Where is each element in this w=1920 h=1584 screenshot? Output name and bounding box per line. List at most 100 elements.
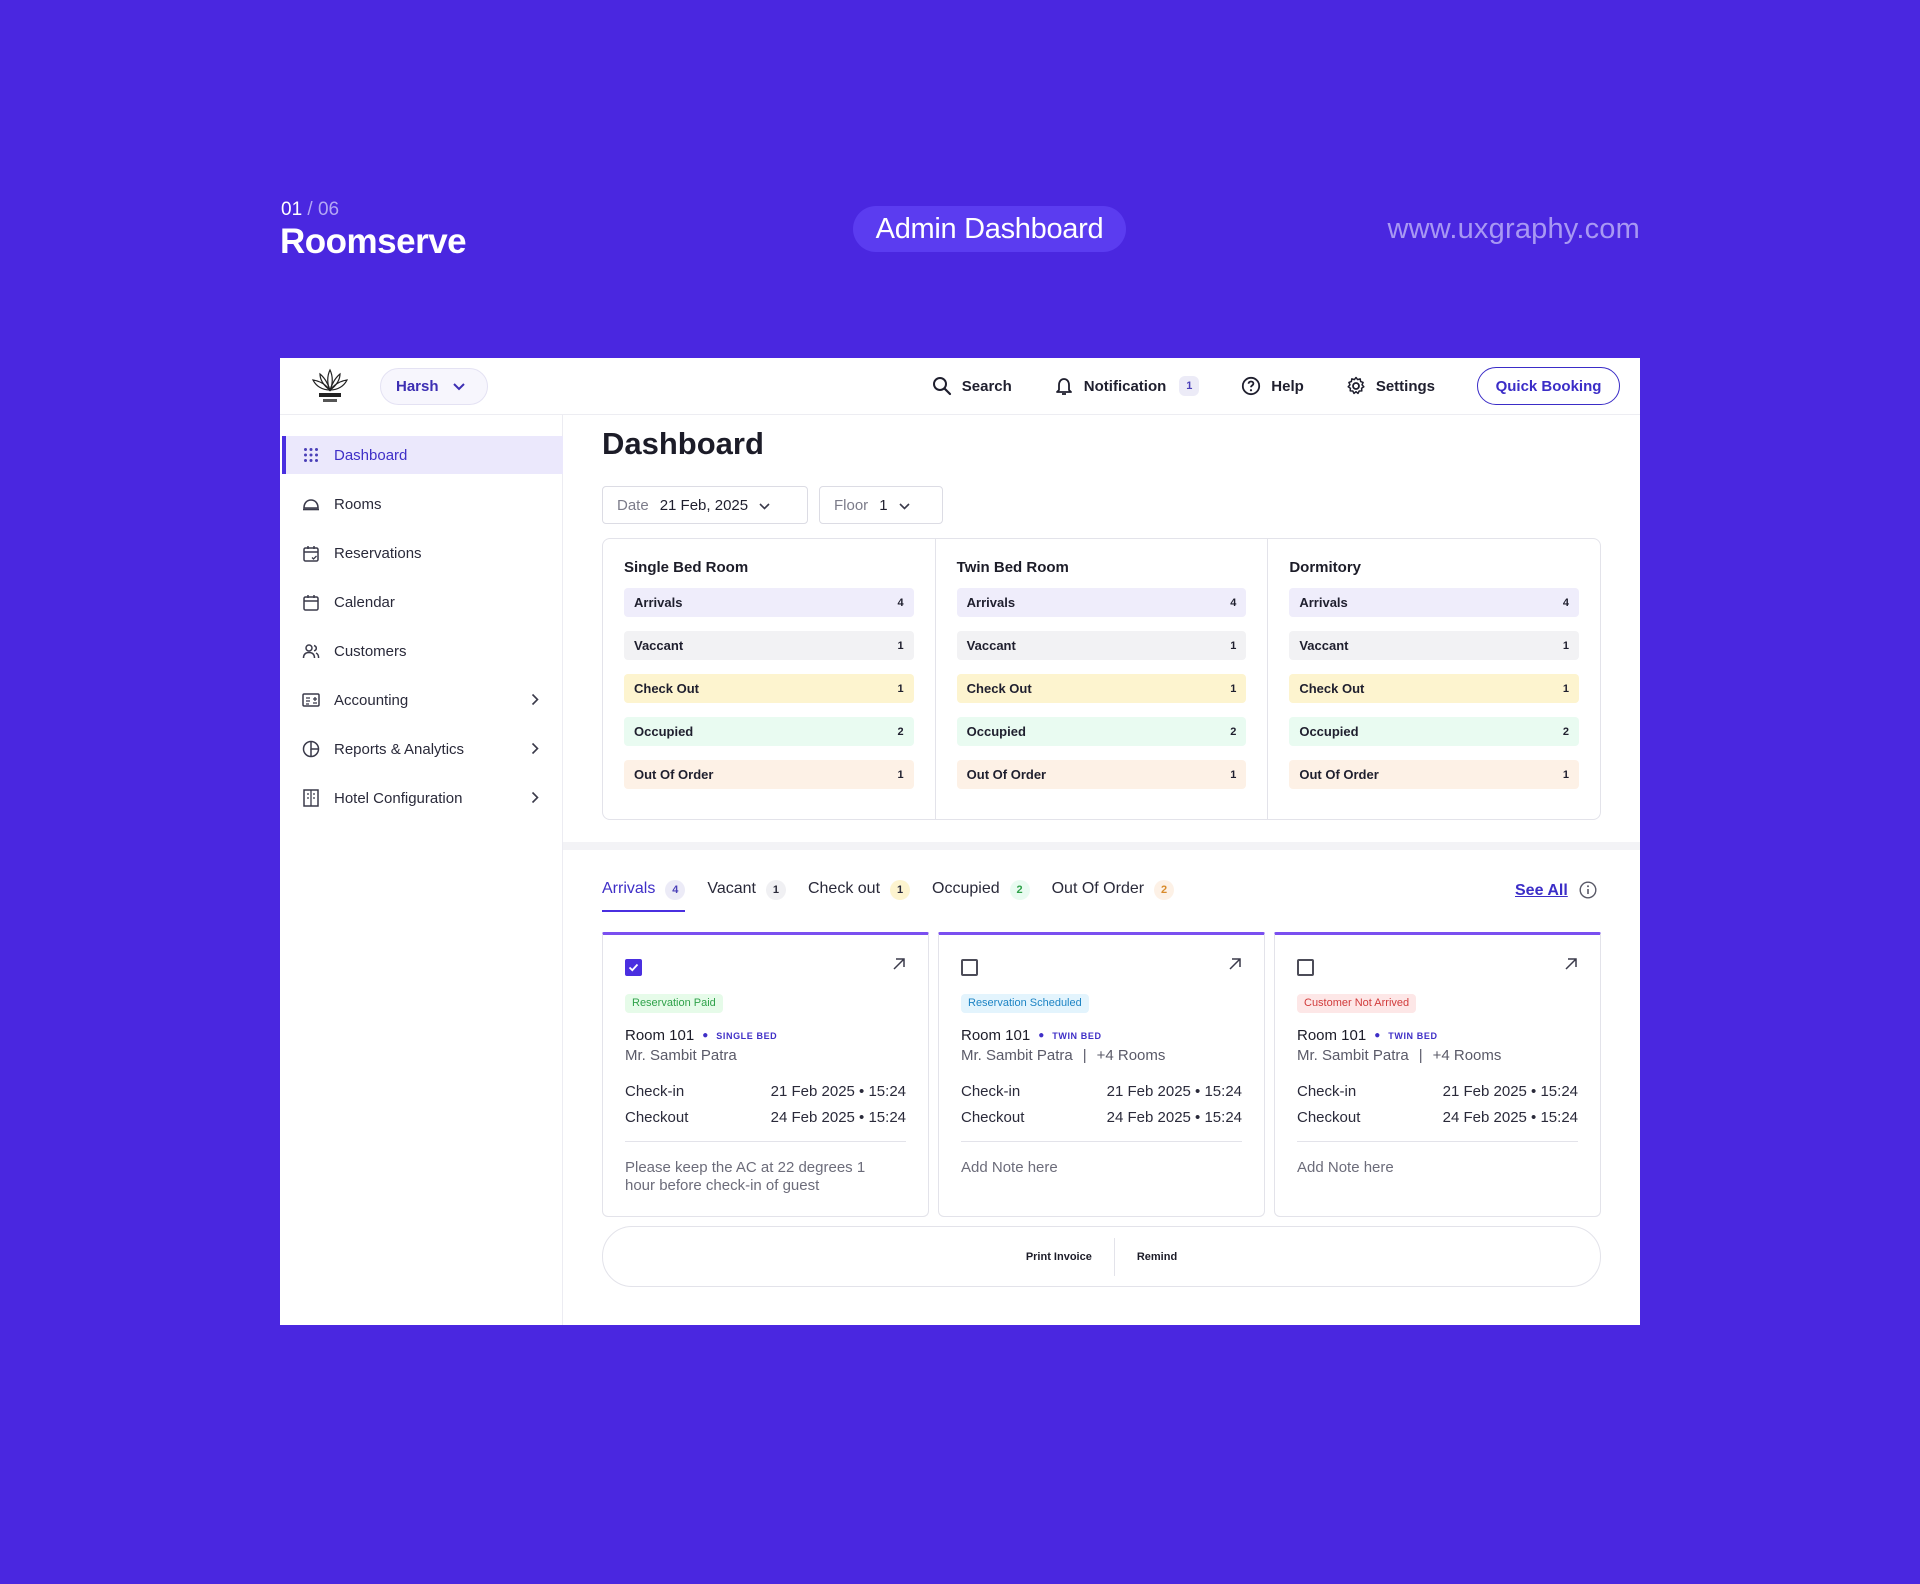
extra-rooms[interactable]: +4 Rooms [1432,1047,1502,1064]
remind-button[interactable]: Remind [1136,1250,1178,1263]
tab-count-badge: 1 [890,880,911,900]
arrow-up-right-icon[interactable] [1564,957,1578,976]
sidebar-item-hotel-configuration[interactable]: Hotel Configuration [282,779,563,817]
checkin-row: Check-in 21 Feb 2025 • 15:24 [961,1083,1242,1100]
status-badge: Reservation Scheduled [961,994,1089,1013]
search-icon [932,376,952,396]
stat-arrivals[interactable]: Arrivals 4 [624,588,914,617]
stat-vacant[interactable]: Vaccant 1 [1289,631,1580,660]
ledger-icon [302,691,320,709]
tab-arrivals[interactable]: Arrivals 4 [602,880,686,912]
building-icon [302,789,320,807]
slide-counter: 01 / 06 [281,199,339,221]
help-button[interactable]: Help [1241,376,1304,396]
stat-occupied[interactable]: Occupied 2 [956,717,1247,746]
checkin-value: 21 Feb 2025 • 15:24 [770,1083,906,1100]
date-filter-value: 21 Feb, 2025 [659,496,749,514]
card-divider [625,1141,906,1142]
card-checkbox[interactable] [625,959,642,976]
bed-type: TWIN BED [1388,1030,1438,1041]
room-number: Room 101 [961,1027,1031,1044]
stat-vacant[interactable]: Vaccant 1 [624,631,914,660]
info-icon[interactable] [1579,881,1597,904]
sidebar: Dashboard Rooms Reservations Calendar Cu… [280,415,563,1325]
stat-count: 1 [897,682,904,695]
stat-count: 2 [1230,725,1237,738]
card-note[interactable]: Add Note here [1297,1159,1394,1176]
sidebar-item-reservations[interactable]: Reservations [282,534,563,572]
room-number: Room 101 [1297,1027,1367,1044]
user-dropdown[interactable]: Harsh [380,368,488,405]
card-note[interactable]: Please keep the AC at 22 degrees 1 hour … [625,1159,866,1194]
stat-count: 2 [1562,725,1570,738]
stat-occupied[interactable]: Occupied 2 [1289,717,1580,746]
floor-filter-label: Floor [834,496,869,514]
checkout-row: Checkout 24 Feb 2025 • 15:24 [625,1109,906,1126]
sidebar-item-customers[interactable]: Customers [282,632,563,670]
card-divider [1297,1141,1578,1142]
bed-type: TWIN BED [1052,1030,1102,1041]
stat-arrivals[interactable]: Arrivals 4 [956,588,1247,617]
sidebar-item-dashboard[interactable]: Dashboard [282,436,563,474]
stat-count: 4 [897,596,904,609]
checkout-value: 24 Feb 2025 • 15:24 [1442,1109,1578,1126]
hotel-logo-icon[interactable] [310,366,350,408]
search-button[interactable]: Search [932,376,1012,396]
stat-out-of-order[interactable]: Out Of Order 1 [624,760,914,789]
separator: | [1082,1047,1087,1064]
action-divider [1113,1237,1115,1276]
stat-checkout[interactable]: Check Out 1 [1289,674,1580,703]
arrow-up-right-icon[interactable] [1228,957,1242,976]
tab-occupied[interactable]: Occupied 2 [932,880,1030,912]
card-checkbox[interactable] [961,959,978,976]
card-divider [961,1141,1242,1142]
checkout-value: 24 Feb 2025 • 15:24 [770,1109,906,1126]
sidebar-item-rooms[interactable]: Rooms [282,485,563,523]
checkin-label: Check-in [625,1083,685,1100]
room-type-dormitory: Dormitory Arrivals 4 Vaccant 1 Check Out 1 … [1268,539,1600,819]
stat-checkout[interactable]: Check Out 1 [956,674,1247,703]
bed-type: SINGLE BED [716,1030,778,1041]
stat-out-of-order[interactable]: Out Of Order 1 [956,760,1247,789]
date-filter[interactable]: Date 21 Feb, 2025 [602,486,808,524]
stat-vacant[interactable]: Vaccant 1 [956,631,1247,660]
card-checkbox[interactable] [1297,959,1314,976]
sidebar-item-calendar[interactable]: Calendar [282,583,563,621]
room-type-title: Single Bed Room [624,559,749,576]
print-invoice-button[interactable]: Print Invoice [1025,1250,1092,1263]
stat-count: 1 [1230,682,1237,695]
stat-label: Occupied [966,724,1026,739]
reservation-card[interactable]: Customer Not Arrived Room 101 ● TWIN BED… [1274,932,1601,1217]
stat-count: 1 [1230,768,1237,781]
stat-out-of-order[interactable]: Out Of Order 1 [1289,760,1580,789]
settings-button[interactable]: Settings [1346,376,1435,396]
tab-vacant[interactable]: Vacant 1 [707,880,786,912]
quick-booking-button[interactable]: Quick Booking [1477,367,1620,405]
app-window: Harsh Search Notification 1 [280,358,1640,1325]
tab-out-of-order[interactable]: Out Of Order 2 [1052,880,1175,912]
floor-filter[interactable]: Floor 1 [819,486,943,524]
card-note[interactable]: Add Note here [961,1159,1058,1176]
checkin-value: 21 Feb 2025 • 15:24 [1106,1083,1242,1100]
reservation-card[interactable]: Reservation Scheduled Room 101 ● TWIN BE… [938,932,1265,1217]
reservation-card[interactable]: Reservation Paid Room 101 ● SINGLE BED M… [602,932,929,1217]
chevron-down-icon [898,497,910,514]
sidebar-item-label: Hotel Configuration [334,789,463,807]
grid-icon [302,446,320,464]
checkout-label: Checkout [625,1109,689,1126]
notification-button[interactable]: Notification 1 [1054,376,1200,396]
stat-count: 1 [1562,768,1570,781]
sidebar-item-accounting[interactable]: Accounting [282,681,563,719]
stat-arrivals[interactable]: Arrivals 4 [1289,588,1580,617]
sidebar-item-reports[interactable]: Reports & Analytics [282,730,563,768]
extra-rooms[interactable]: +4 Rooms [1096,1047,1166,1064]
arrow-up-right-icon[interactable] [892,957,906,976]
stat-occupied[interactable]: Occupied 2 [624,717,914,746]
page-title: Dashboard [602,426,764,461]
room-type-title: Twin Bed Room [956,559,1069,576]
tab-count-badge: 1 [765,880,786,900]
see-all-link[interactable]: See All [1515,882,1568,899]
stat-checkout[interactable]: Check Out 1 [624,674,914,703]
tab-check-out[interactable]: Check out 1 [808,880,911,912]
top-bar: Harsh Search Notification 1 [280,358,1640,415]
